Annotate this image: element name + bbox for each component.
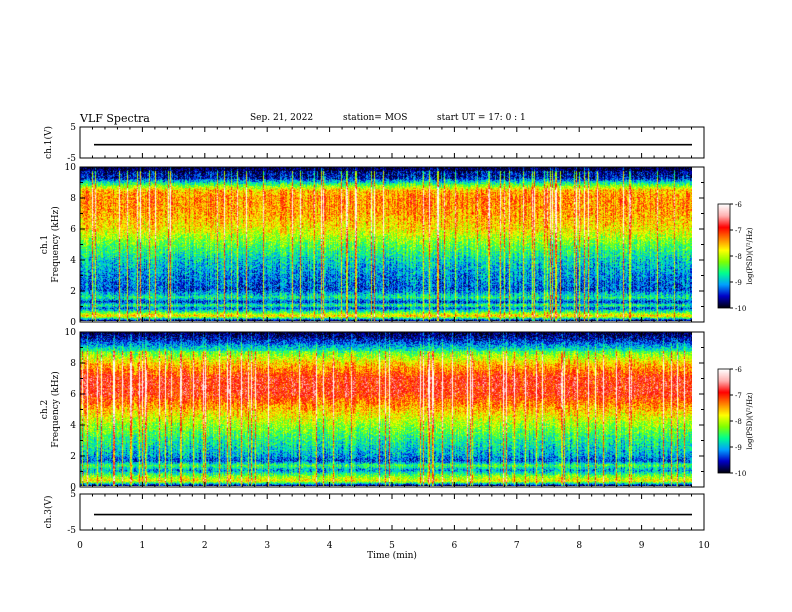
ch2-spectrogram-ylabel: Frequency (kHz) [50,371,61,448]
ch2-spectrogram-colorbar-label: log(PSD)(V²/Hz) [746,392,754,449]
ch1-spectrogram-colorbar-label: log(PSD)(V²/Hz) [746,227,754,284]
ch1-voltage-ytick-label: -5 [67,154,76,164]
x-axis-label: Time (min) [367,550,417,561]
xtick-label: 0 [77,541,83,551]
ch3-voltage-frame [79,493,705,531]
chart-title: VLF Spectra [80,112,150,125]
xtick-label: 9 [639,541,645,551]
ch2-colorbar-gradient [718,369,730,473]
ch1-spectrogram-ylabel: Frequency (kHz) [50,206,61,283]
xtick-label: 2 [202,541,208,551]
ch1-spectrogram-ytick-label: 2 [70,287,76,297]
ch2-spectrogram-ytick-label: 4 [70,421,76,431]
ch1-spectrogram-colorbar-tick-label: -9 [735,279,742,287]
ch2-spectrogram-colorbar-frame [717,368,731,474]
ch2-spectrogram-ytick-label: 8 [70,359,76,369]
ch2-spectrogram-colorbar-tick-label: -7 [735,392,742,400]
ch1-spectrogram-colorbar-tick-label: -6 [735,201,742,209]
station-label: station= MOS [343,113,408,123]
start-time-label: start UT = 17: 0 : 1 [437,113,526,123]
ch2-spectrogram-image [80,332,692,486]
ch3-voltage-ylabel: ch.3(V) [43,496,54,529]
ch3-voltage-ytick-label: 5 [70,490,76,500]
ch1-spectrogram-ytick-label: 4 [70,256,76,266]
ch2-spectrogram-ytick-label: 0 [70,483,76,493]
ch1-spectrogram-frame [79,166,705,323]
ch3-voltage-ytick-label: -5 [67,526,76,536]
ch1-spectrogram-channel-label: ch.1 [40,235,50,254]
ch1-spectrogram-ytick-label: 10 [65,163,77,173]
ch1-spectrogram-ytick-label: 0 [70,318,76,328]
ch1-colorbar-gradient [718,204,730,308]
ch1-spectrogram-ytick-label: 6 [70,225,76,235]
ch1-voltage-ylabel: ch.1(V) [43,126,54,159]
ch2-spectrogram-colorbar-tick-label: -6 [735,366,742,374]
ch1-voltage-ytick-label: 5 [70,123,76,133]
ch2-spectrogram-frame [79,331,705,488]
xtick-label: 3 [264,541,270,551]
xtick-label: 1 [140,541,146,551]
ch1-spectrogram-ytick-label: 8 [70,194,76,204]
ch1-spectrogram-colorbar-tick-label: -8 [735,253,742,261]
xtick-label: 5 [389,541,395,551]
ch2-spectrogram-colorbar-tick-label: -8 [735,418,742,426]
ch2-spectrogram-colorbar-tick-label: -10 [735,470,746,478]
ch2-spectrogram-ytick-label: 10 [65,328,77,338]
ch2-spectrogram-colorbar-tick-label: -9 [735,444,742,452]
ch1-spectrogram-colorbar-tick-label: -7 [735,227,742,235]
ch1-spectrogram-colorbar-frame [717,203,731,309]
observation-date: Sep. 21, 2022 [250,113,314,123]
xtick-label: 10 [698,541,710,551]
ch2-spectrogram-ytick-label: 2 [70,452,76,462]
ch1-spectrogram-colorbar-tick-label: -10 [735,305,746,313]
xtick-label: 7 [514,541,520,551]
xtick-label: 6 [452,541,458,551]
xtick-label: 4 [327,541,333,551]
ch1-spectrogram-image [80,167,692,321]
xtick-label: 8 [576,541,582,551]
ch2-spectrogram-ytick-label: 6 [70,390,76,400]
ch2-spectrogram-channel-label: ch.2 [40,400,50,419]
